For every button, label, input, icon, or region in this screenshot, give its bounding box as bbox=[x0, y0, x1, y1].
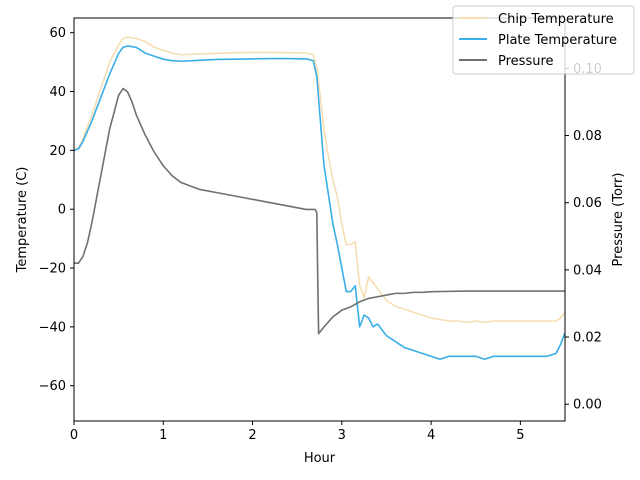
y-axis-left: −60 −40 −20 0 20 40 60 bbox=[39, 26, 74, 394]
y-right-tick-label: 0.02 bbox=[573, 331, 602, 346]
legend-box bbox=[452, 5, 635, 75]
series-line-plate-temperature bbox=[73, 45, 566, 361]
x-tick-label: 0 bbox=[70, 428, 78, 443]
x-axis: 0 1 2 3 4 5 bbox=[70, 421, 525, 443]
x-tick-label: 1 bbox=[159, 428, 167, 443]
y-left-tick-label: −60 bbox=[39, 379, 66, 394]
y-axis-left-label: Temperature (C) bbox=[15, 167, 30, 274]
y-left-tick-label: −40 bbox=[39, 320, 66, 335]
series-line-chip-temperature bbox=[73, 36, 566, 324]
x-tick-label: 4 bbox=[427, 428, 435, 443]
series-line-pressure bbox=[74, 87, 565, 335]
x-tick-label: 5 bbox=[516, 428, 524, 443]
series-layer bbox=[73, 36, 566, 361]
y-right-tick-label: 0.04 bbox=[573, 263, 602, 278]
x-tick-label: 3 bbox=[338, 428, 346, 443]
y-left-tick-label: 40 bbox=[49, 85, 66, 100]
legend-label-chip-temperature: Chip Temperature bbox=[498, 12, 614, 27]
y-right-tick-label: 0.06 bbox=[573, 196, 602, 211]
legend: Chip Temperature Plate Temperature Press… bbox=[452, 5, 635, 75]
legend-label-pressure: Pressure bbox=[498, 54, 554, 69]
y-left-tick-label: −20 bbox=[39, 262, 66, 277]
y-right-tick-label: 0.08 bbox=[573, 129, 602, 144]
y-axis-right-label: Pressure (Torr) bbox=[611, 173, 626, 267]
legend-label-plate-temperature: Plate Temperature bbox=[498, 33, 617, 48]
x-tick-label: 2 bbox=[248, 428, 256, 443]
x-axis-label: Hour bbox=[304, 451, 336, 466]
y-axis-right: 0.000.020.040.060.080.10 bbox=[565, 62, 602, 413]
plot-frame bbox=[73, 17, 566, 422]
y-left-tick-label: 0 bbox=[58, 203, 66, 218]
y-left-tick-label: 60 bbox=[49, 26, 66, 41]
y-left-tick-label: 20 bbox=[49, 144, 66, 159]
y-right-tick-label: 0.00 bbox=[573, 398, 602, 413]
